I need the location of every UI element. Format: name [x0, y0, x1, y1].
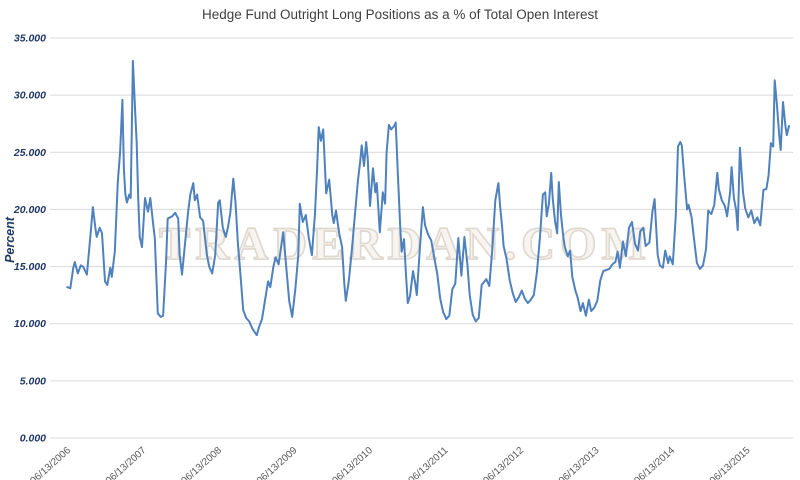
y-tick-label: 15.000 — [14, 261, 46, 273]
x-tick-label: 06/13/2006 — [28, 445, 73, 480]
y-tick-label: 20.000 — [13, 204, 46, 216]
gridlines — [50, 37, 793, 439]
y-tick-label: 35.000 — [14, 33, 46, 45]
y-axis-title: Percent — [3, 216, 17, 263]
x-tick-label: 06/13/2007 — [104, 445, 149, 480]
x-tick-label: 06/13/2010 — [330, 445, 375, 480]
x-tick-label: 06/13/2014 — [632, 445, 677, 480]
x-tick-label: 06/13/2009 — [255, 445, 300, 480]
series-line — [66, 59, 790, 337]
x-tick-label: 06/13/2013 — [557, 445, 602, 480]
y-tick-label: 5.000 — [20, 375, 46, 387]
y-tick-label: 30.000 — [14, 90, 46, 102]
y-tick-label: 25.000 — [13, 147, 46, 159]
x-tick-label: 06/13/2011 — [407, 445, 451, 480]
x-tick-label: 06/13/2015 — [708, 445, 753, 480]
y-axis-tick-labels: 0.000 5.000 10.000 15.000 20.000 25.000 30.000… — [13, 33, 46, 445]
y-tick-label: 0.000 — [20, 433, 46, 445]
x-tick-label: 06/13/2008 — [179, 445, 224, 480]
x-axis-tick-labels: 06/13/2006 06/13/2007 06/13/2008 06/13/2009… — [28, 445, 752, 480]
y-tick-label: 10.000 — [14, 318, 46, 330]
chart-title: Hedge Fund Outright Long Positions as a … — [202, 7, 598, 22]
x-tick-label: 06/13/2012 — [481, 445, 526, 480]
